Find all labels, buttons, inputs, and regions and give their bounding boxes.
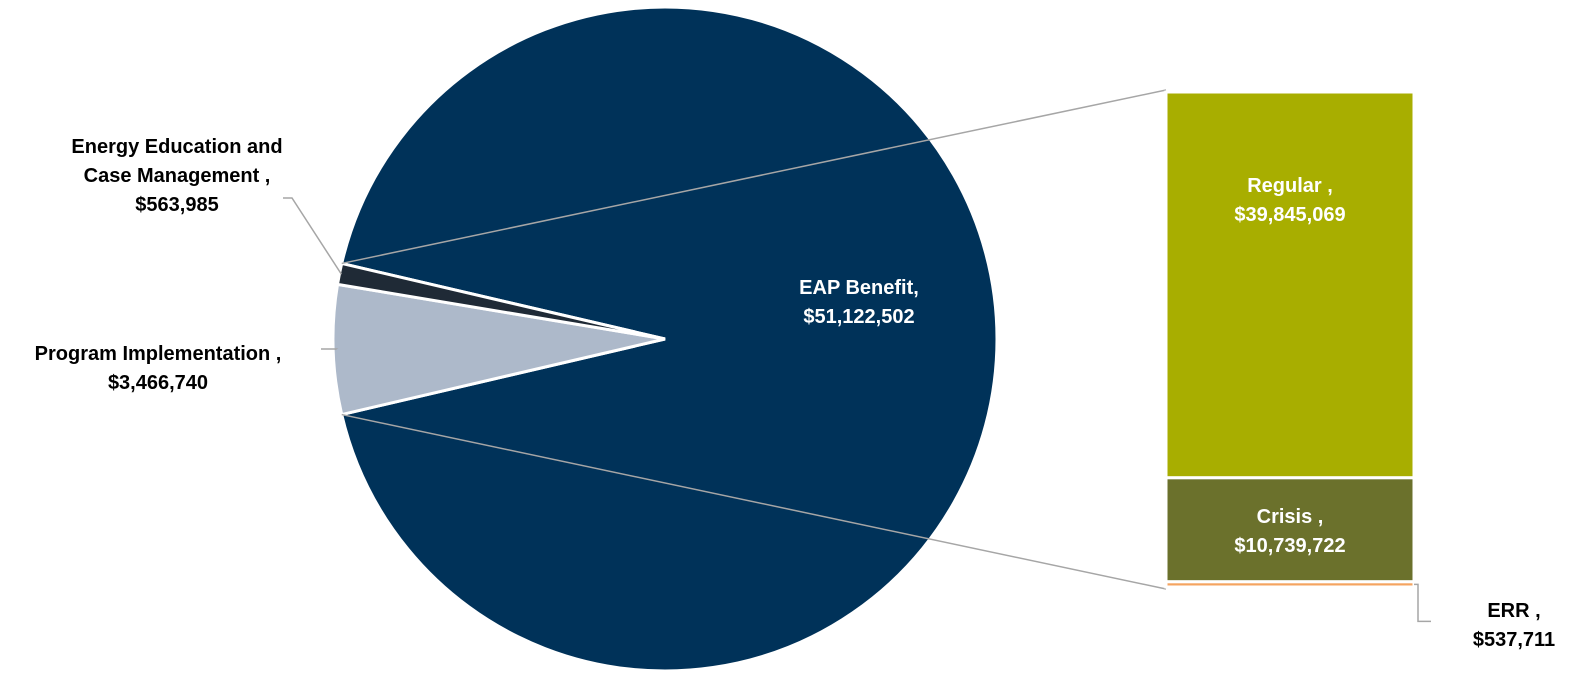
pie-slice-energy-education-and-case-management xyxy=(335,261,666,341)
leader-line-program-implementation xyxy=(321,348,339,351)
data-label-crisis: Crisis , $10,739,722 xyxy=(1234,506,1345,557)
bar-segment-err xyxy=(1164,580,1416,589)
breakdown-bar xyxy=(1164,90,1416,589)
leader-line-energy-education xyxy=(283,197,343,275)
data-label-energy-education: Energy Education and Case Management , $56… xyxy=(71,136,282,216)
bar-segment-regular xyxy=(1164,90,1416,480)
leader-line-err xyxy=(1414,583,1431,623)
data-label-err: ERR , $537,711 xyxy=(1473,600,1555,651)
bar-segment-crisis xyxy=(1164,476,1416,584)
pie xyxy=(331,5,999,673)
connector-lines xyxy=(341,89,1167,590)
leader-lines xyxy=(283,197,1431,623)
data-label-program-implementation: Program Implementation , $3,466,740 xyxy=(35,343,282,394)
data-labels: EAP Benefit, $51,122,502 Program Implement… xyxy=(35,136,1556,651)
pie-slice-eap-benefit xyxy=(339,5,999,673)
connector-line-top xyxy=(341,89,1167,265)
connector-line-bottom xyxy=(341,413,1167,590)
data-label-eap-benefit: EAP Benefit, $51,122,502 xyxy=(799,277,919,328)
data-label-regular: Regular , $39,845,069 xyxy=(1234,175,1345,226)
